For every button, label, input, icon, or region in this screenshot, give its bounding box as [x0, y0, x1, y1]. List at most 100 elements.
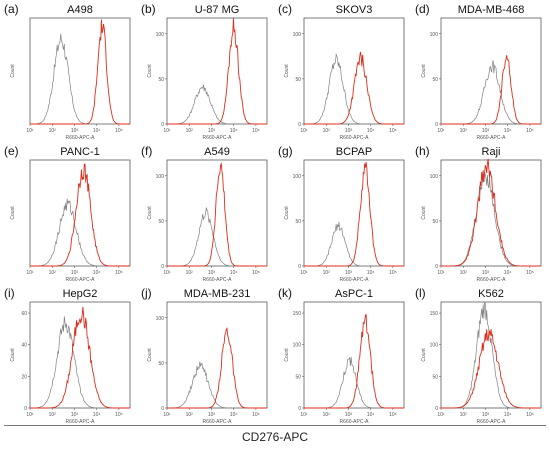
panel-a498: (a) A498 Count 10¹ 10² 10³ 10⁴ 10⁵ R660-APC-A [4, 2, 131, 141]
panel-letter: (a) [4, 2, 19, 16]
y-axis-label: Count [147, 348, 153, 362]
x-tick-label: 10² [186, 128, 194, 134]
x-axis-label: R660-APC-A [340, 135, 370, 141]
y-tick-label: 50 [432, 219, 438, 225]
x-tick-label: 10² [460, 128, 468, 134]
x-tick-label: 10³ [345, 270, 353, 276]
y-tick-label: 40 [21, 343, 27, 349]
x-tick-label: 10⁵ [389, 270, 397, 276]
x-tick-label: 10⁵ [115, 270, 123, 276]
stained-histogram [304, 161, 404, 267]
y-axis-label: Count [421, 206, 427, 220]
plot-frame [440, 159, 542, 267]
x-axis-label: R660-APC-A [477, 419, 507, 425]
x-axis-label: R660-APC-A [203, 419, 233, 425]
y-tick-label: 50 [295, 219, 301, 225]
x-tick-label: 10⁴ [230, 412, 238, 418]
x-tick-label: 10³ [71, 412, 79, 418]
control-histogram [167, 84, 267, 125]
panel-title: PANC-1 [60, 146, 100, 158]
y-axis-label: Count [10, 64, 16, 78]
plot-frame [29, 159, 131, 267]
plot-frame [303, 301, 405, 409]
x-tick-label: 10³ [208, 128, 216, 134]
x-tick-label: 10² [323, 270, 331, 276]
y-tick-label: 0 [435, 122, 438, 128]
panel-title: A549 [204, 146, 230, 158]
x-tick-label: 10³ [345, 412, 353, 418]
plot-frame [440, 301, 542, 409]
panel-panc-1: (e) PANC-1 Count 10¹ 10² 10³ 10⁴ 10⁵ R660-APC-A [4, 144, 131, 283]
plot-frame [29, 301, 131, 409]
x-tick-label: 10² [49, 412, 57, 418]
panel-title: Raji [482, 146, 501, 158]
x-tick-label: 10⁵ [526, 270, 534, 276]
plot-frame [29, 17, 131, 125]
panel-title: U-87 MG [195, 4, 240, 16]
x-tick-label: 10⁴ [504, 412, 512, 418]
y-tick-label: 0 [298, 406, 301, 412]
x-tick-label: 10³ [482, 270, 490, 276]
x-tick-label: 10⁵ [389, 412, 397, 418]
x-tick-label: 10⁵ [115, 128, 123, 134]
x-axis-label: R660-APC-A [477, 277, 507, 283]
panel-title: K562 [478, 288, 504, 300]
y-tick-label: 0 [24, 406, 27, 412]
x-tick-label: 10¹ [163, 412, 171, 418]
x-tick-label: 10³ [208, 412, 216, 418]
panel-letter: (h) [415, 144, 430, 158]
y-tick-label: 0 [298, 122, 301, 128]
x-tick-label: 10⁵ [526, 412, 534, 418]
y-axis-label: Count [10, 206, 16, 220]
panel-letter: (j) [141, 286, 152, 300]
x-tick-label: 10⁴ [367, 128, 375, 134]
y-axis-label: Count [10, 348, 16, 362]
y-tick-label: 100 [156, 32, 165, 38]
x-tick-label: 10⁴ [504, 270, 512, 276]
x-tick-label: 10⁵ [252, 412, 260, 418]
control-histogram [304, 53, 404, 125]
y-tick-label: 100 [293, 174, 302, 180]
x-tick-label: 10³ [482, 412, 490, 418]
panel-bcpap: (g) BCPAP Count 0 50 100 10¹ 10² 10³ 10⁴ 10⁵ R660-A… [278, 144, 405, 283]
x-tick-label: 10² [460, 270, 468, 276]
y-axis-label: Count [421, 64, 427, 78]
y-tick-label: 100 [156, 316, 165, 322]
control-histogram [441, 301, 541, 409]
panel-aspc-1: (k) AsPC-1 Count 0 50 100 150 10¹ 10² 10³ 10⁴ 10⁵ R6… [278, 286, 405, 425]
x-tick-label: 10¹ [26, 412, 34, 418]
y-tick-label: 0 [161, 264, 164, 270]
x-tick-label: 10² [323, 412, 331, 418]
y-tick-label: 150 [293, 311, 302, 317]
x-tick-label: 10¹ [437, 128, 445, 134]
x-tick-label: 10² [186, 412, 194, 418]
x-tick-label: 10² [460, 412, 468, 418]
stained-histogram [441, 55, 541, 125]
y-tick-label: 150 [430, 311, 439, 317]
y-tick-label: 50 [432, 77, 438, 83]
y-tick-label: 50 [158, 77, 164, 83]
y-axis-label: Count [284, 64, 290, 78]
panel-letter: (l) [415, 286, 426, 300]
x-tick-label: 10⁴ [93, 412, 101, 418]
stained-histogram [30, 306, 130, 409]
panel-title: HepG2 [63, 288, 98, 300]
x-axis-label: R660-APC-A [340, 277, 370, 283]
panel-a549: (f) A549 Count 0 50 100 10¹ 10² 10³ 10⁴ 10⁵ R660-AP… [141, 144, 268, 283]
control-histogram [167, 207, 267, 267]
plot-frame [166, 159, 268, 267]
y-tick-label: 100 [156, 174, 165, 180]
x-axis-label: R660-APC-A [203, 277, 233, 283]
y-tick-label: 60 [21, 311, 27, 317]
x-tick-label: 10¹ [300, 270, 308, 276]
stained-histogram [167, 162, 267, 267]
control-histogram [441, 171, 541, 267]
x-tick-label: 10⁵ [252, 270, 260, 276]
y-tick-label: 50 [295, 77, 301, 83]
panel-letter: (f) [141, 144, 152, 158]
panel-hepg2: (i) HepG2 Count 0 20 40 60 10¹ 10² 10³ 10⁴ 10⁵ R660-… [4, 286, 131, 425]
y-tick-label: 100 [430, 343, 439, 349]
x-axis-label: R660-APC-A [203, 135, 233, 141]
plot-frame [166, 301, 268, 409]
